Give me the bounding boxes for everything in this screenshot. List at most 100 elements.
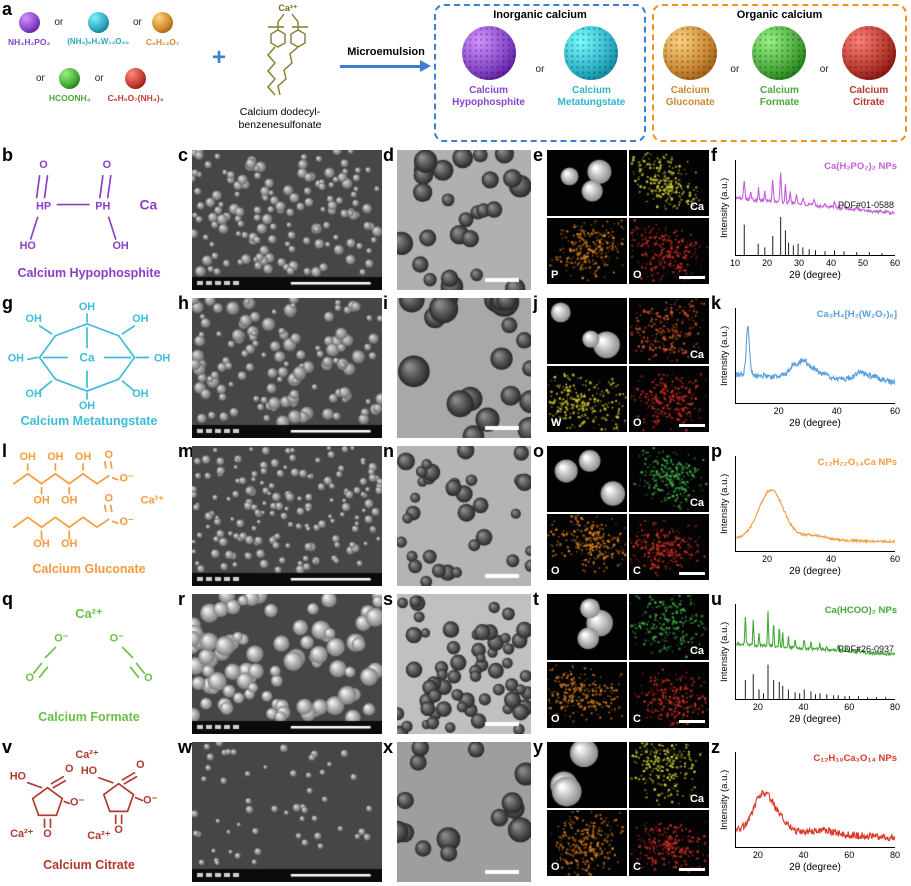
x-tick-label: 60 xyxy=(889,406,901,416)
tem-image xyxy=(397,446,531,586)
precursor-sphere xyxy=(59,68,81,89)
product-name: Calcium Hypophosphite xyxy=(452,85,525,108)
eds-element-label: P xyxy=(551,269,559,281)
svg-text:O: O xyxy=(65,763,73,775)
product-metatungstate: Calcium Metatungstate xyxy=(548,26,634,108)
svg-text:OH: OH xyxy=(132,313,148,325)
stem-image xyxy=(547,594,627,660)
or-label: or xyxy=(730,64,740,75)
panel-letter: f xyxy=(711,145,717,165)
svg-text:HO: HO xyxy=(81,765,97,777)
svg-text:O⁻: O⁻ xyxy=(119,473,133,485)
eds-map-w xyxy=(547,366,627,432)
xrd-curve xyxy=(735,308,896,404)
svg-text:Ca²⁺: Ca²⁺ xyxy=(75,606,103,621)
product-name: Calcium Citrate xyxy=(849,85,889,108)
x-axis-label: 2θ (degree) xyxy=(789,418,841,429)
y-axis-label: Intensity (a.u.) xyxy=(719,177,730,239)
plus-sign: + xyxy=(212,44,227,71)
x-tick-label: 60 xyxy=(844,850,855,860)
or-label: or xyxy=(132,17,142,28)
panel-letter: x xyxy=(383,737,394,757)
row-citrate: v HO O O⁻ O HO O O⁻ O Ca²⁺ Ca²⁺ Ca²⁺ Calcium Citra… xyxy=(0,738,911,886)
panel-letter: w xyxy=(178,737,193,757)
structure-name: Calcium Gluconate xyxy=(32,562,146,576)
svg-text:OH: OH xyxy=(33,538,49,550)
or-label: or xyxy=(94,73,104,84)
x-axis-label: 2θ (degree) xyxy=(789,862,841,873)
arrow-line xyxy=(340,60,431,72)
svg-text:O⁻: O⁻ xyxy=(143,794,157,806)
product-hypophosphite: Calcium Hypophosphite xyxy=(446,26,532,108)
x-tick-label: 40 xyxy=(798,850,809,860)
svg-text:HP: HP xyxy=(36,200,51,212)
panel-letter: m xyxy=(178,441,195,461)
eds-map-o xyxy=(629,218,709,284)
xrd-curve xyxy=(735,752,896,848)
svg-text:OH: OH xyxy=(26,388,42,400)
eds-maps: Ca W O xyxy=(547,298,709,432)
eds-map-o xyxy=(547,514,627,580)
product-sphere xyxy=(752,26,807,80)
y-axis-label: Intensity (a.u.) xyxy=(719,473,730,535)
precursor-formula: C₆H₅O₇(NH₄)₃ xyxy=(107,93,164,103)
svg-text:O⁻: O⁻ xyxy=(119,516,133,528)
y-axis-label: Intensity (a.u.) xyxy=(719,325,730,387)
panel-letter: t xyxy=(533,589,539,609)
panel-letter: k xyxy=(711,293,722,313)
or-label: or xyxy=(54,17,64,28)
eds-element-label: W xyxy=(551,417,562,429)
row-metatungstate: g OH OH OH OH OH OH OH OH Ca Calcium Metatungsta… xyxy=(0,294,911,442)
eds-element-label: Ca xyxy=(689,793,704,805)
sem-image xyxy=(192,298,382,438)
stem-image xyxy=(547,298,627,364)
svg-text:OH: OH xyxy=(26,313,42,325)
eds-map-c xyxy=(629,514,709,580)
precursor-formula: HCOONH₄ xyxy=(48,93,91,103)
svg-text:OH: OH xyxy=(79,301,95,313)
x-axis-ticks: 20 40 60 80 xyxy=(735,850,900,861)
xrd-legend: C₁₂H₂₂O₁₄Ca NPs xyxy=(817,457,897,468)
panel-letter: p xyxy=(711,441,722,461)
tem-image xyxy=(397,298,531,438)
eds-map-c xyxy=(629,810,709,876)
panel-letter: j xyxy=(533,293,539,313)
or-label: or xyxy=(819,64,829,75)
precursor-group: NH₄H₂PO₂ or (NH₄)₆H₂W₁₂O₄₀ or C₆H₁₂O₇ or… xyxy=(8,12,216,136)
svg-text:Ca²⁺: Ca²⁺ xyxy=(141,495,164,507)
xrd-plot: C₁₂H₂₂O₁₄Ca NPs 20 40 60 2θ (degree) xyxy=(735,456,900,588)
x-axis-ticks: 10 20 30 40 50 60 xyxy=(730,258,900,269)
panel-letter: q xyxy=(2,589,13,609)
product-sphere xyxy=(564,26,619,80)
panel-a-schematic: a NH₄H₂PO₂ or (NH₄)₆H₂W₁₂O₄₀ or C₆H₁₂O₇ xyxy=(0,0,911,146)
arrow-label: Microemulsion xyxy=(347,46,425,58)
precursor-sphere xyxy=(87,12,109,33)
svg-text:OH: OH xyxy=(61,495,77,507)
structure-name: Calcium Formate xyxy=(38,710,140,724)
svg-text:OH: OH xyxy=(20,451,36,463)
precursor-formula: C₆H₁₂O₇ xyxy=(145,37,180,47)
xrd-plot: Ca(H₂PO₂)₂ NPs PDF#01-0588 10 20 30 40 50 60 … xyxy=(730,160,900,292)
xrd-legend: C₁₂H₁₀Ca₃O₁₄ NPs xyxy=(813,753,897,764)
svg-text:O: O xyxy=(144,672,152,684)
svg-text:O: O xyxy=(114,824,122,836)
precursor-hypophosphite: NH₄H₂PO₂ xyxy=(8,12,50,47)
svg-text:OH: OH xyxy=(47,451,63,463)
xrd-curve xyxy=(735,160,895,256)
inorganic-calcium-box: Inorganic calcium Calcium Hypophosphite … xyxy=(434,4,646,142)
sem-image xyxy=(192,742,382,882)
precursor-gluconate: C₆H₁₂O₇ xyxy=(146,12,179,47)
structure-formate: Ca²⁺ O⁻ O O⁻ O xyxy=(25,606,152,684)
xrd-pdf-label: PDF#01-0588 xyxy=(837,200,894,210)
product-sphere xyxy=(461,26,516,80)
surfactant-structure: Ca²⁺ xyxy=(267,3,308,96)
svg-text:O⁻: O⁻ xyxy=(110,633,124,645)
product-sphere xyxy=(841,26,896,80)
svg-text:O: O xyxy=(39,159,47,171)
panel-letter: z xyxy=(711,737,720,757)
eds-map-ca xyxy=(629,742,709,808)
xrd-plot: C₁₂H₁₀Ca₃O₁₄ NPs 20 40 60 80 2θ (degree) xyxy=(735,752,900,884)
x-tick-label: 40 xyxy=(825,554,837,564)
eds-element-label: O xyxy=(551,713,560,725)
